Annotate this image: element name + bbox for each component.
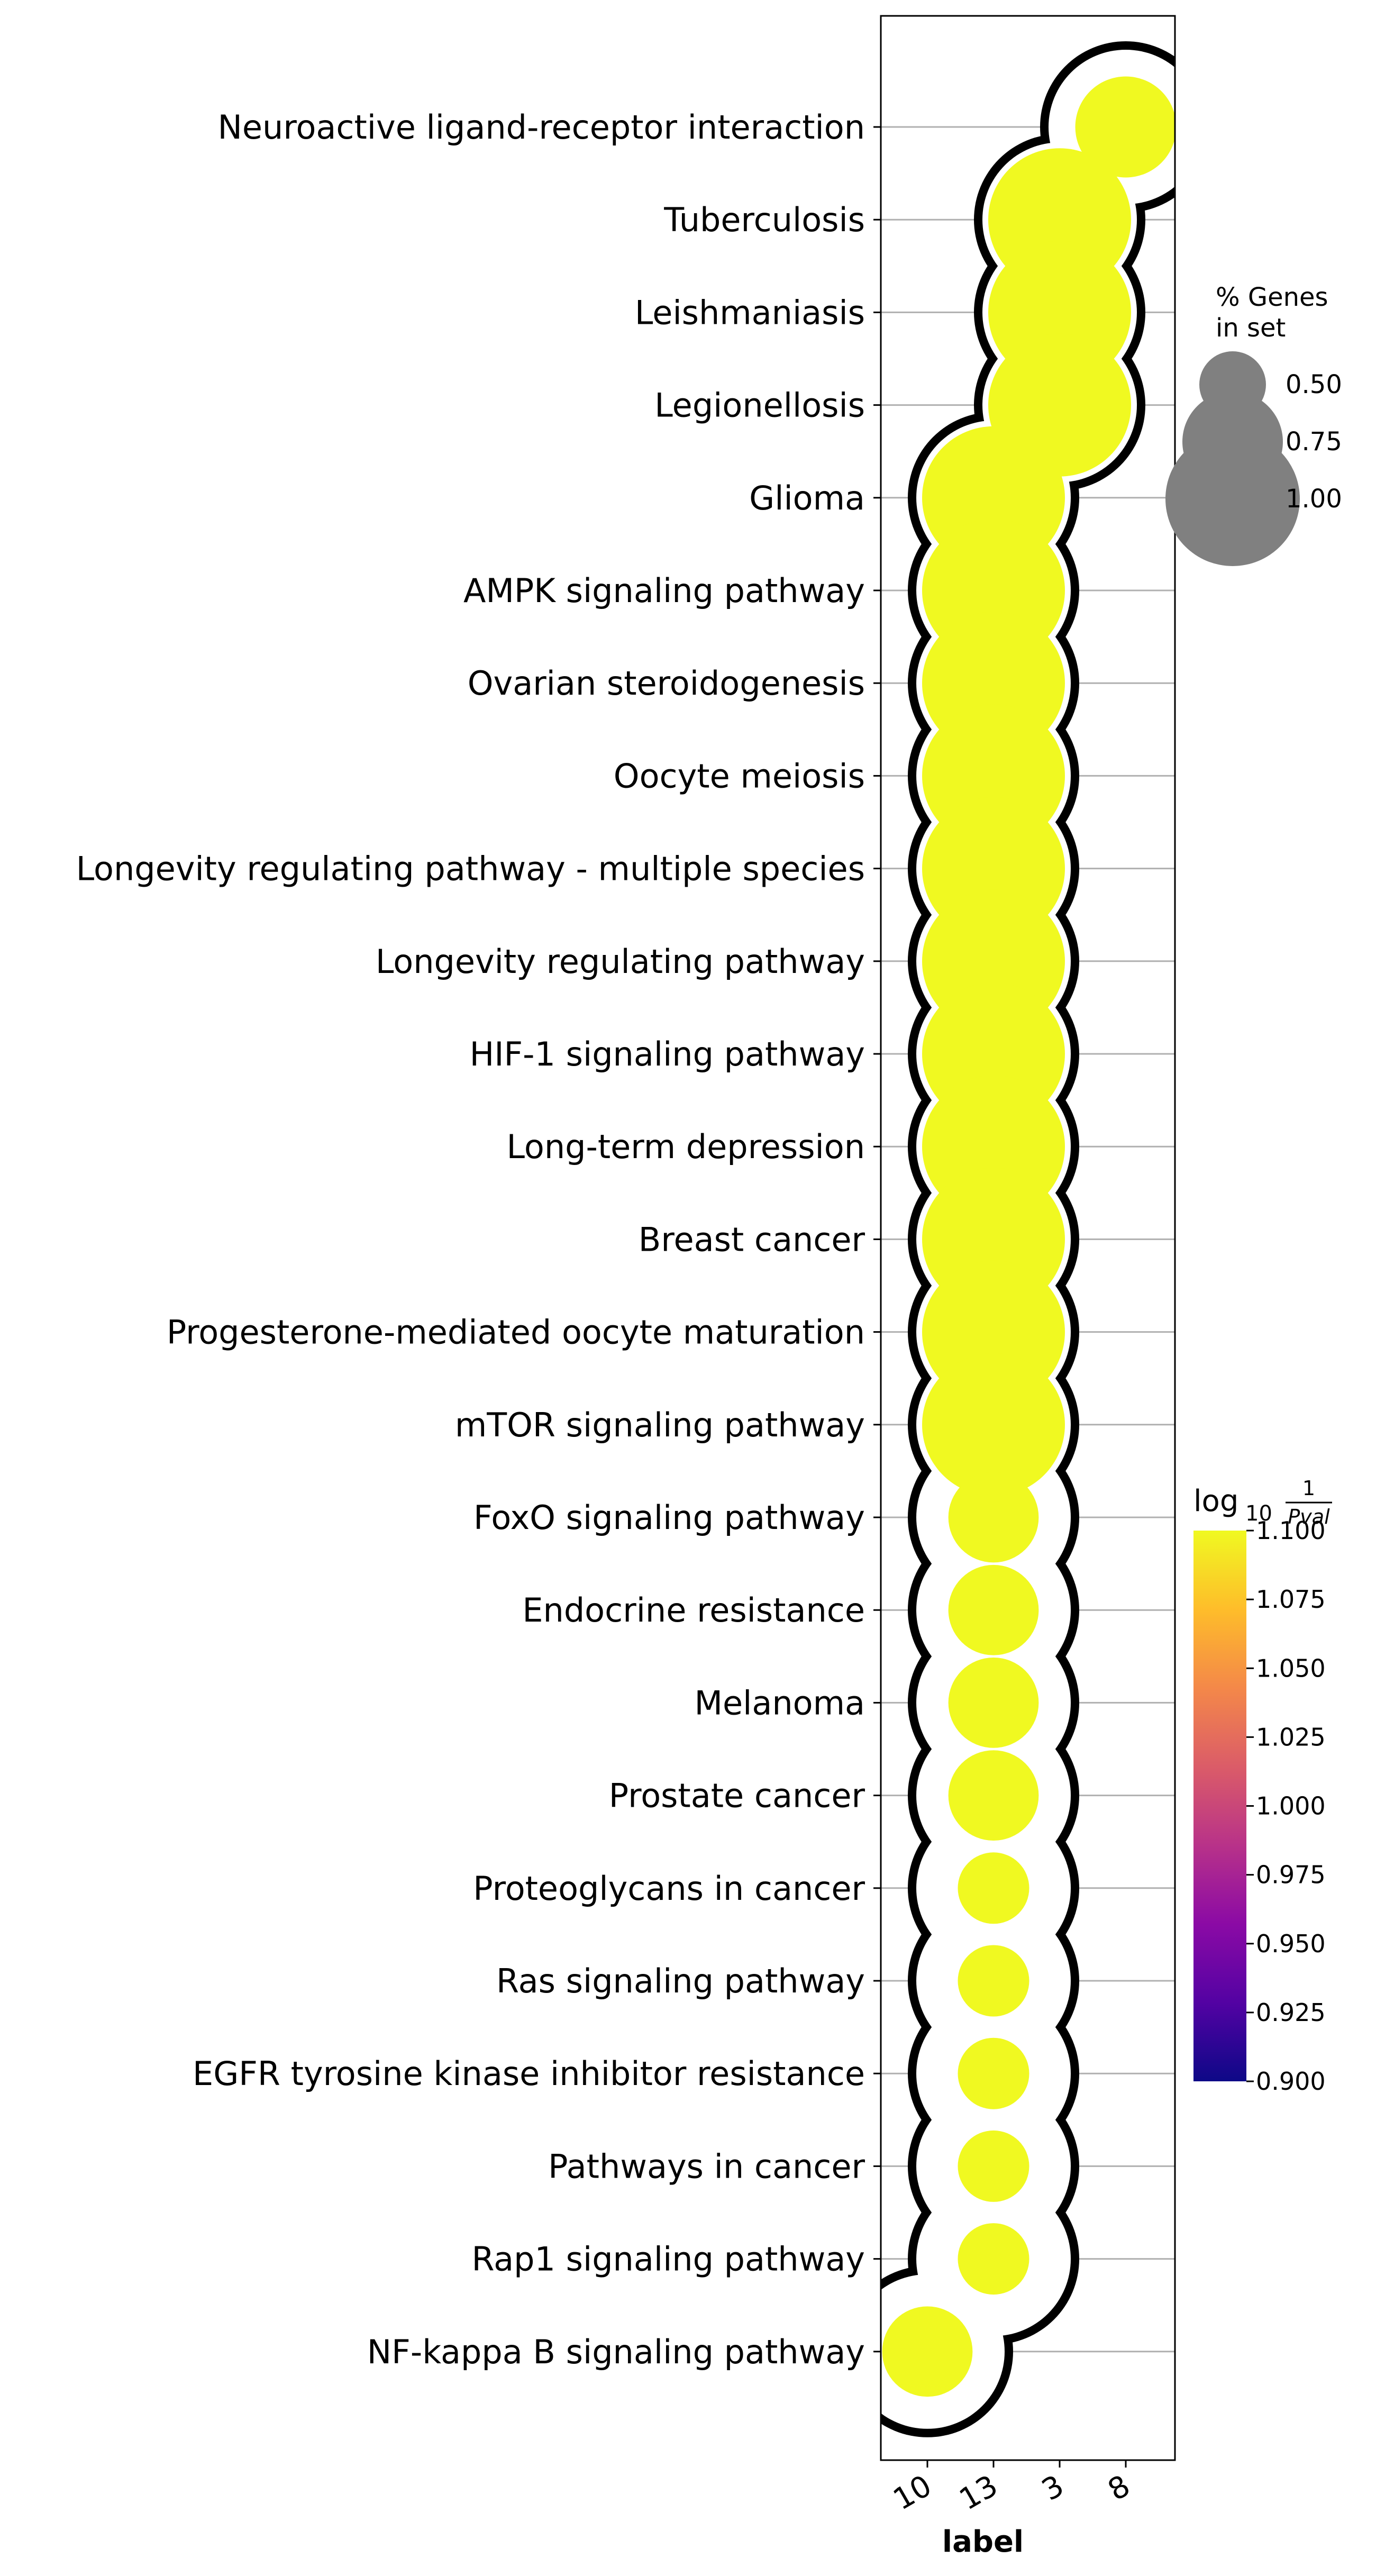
- size-legend-label-1-00: 1.00: [1286, 484, 1342, 514]
- point-mtor-signaling-pathway: [922, 1353, 1065, 1496]
- y-tick-label-longevity-regulating-pathway: Longevity regulating pathway: [376, 942, 865, 981]
- size-legend-label-0-50: 0.50: [1286, 370, 1342, 399]
- size-legend: % Genes in set 0.50 0.75 1.00: [1165, 283, 1342, 566]
- y-tick-label-prostate-cancer: Prostate cancer: [609, 1777, 865, 1815]
- y-tick-label-longevity-regulating-pathway-multiple-species: Longevity regulating pathway - multiple …: [76, 850, 865, 888]
- y-tick-label-tuberculosis: Tuberculosis: [663, 201, 865, 239]
- plot-frame: [880, 15, 1176, 2461]
- y-axis: Neuroactive ligand-receptor interaction T…: [76, 108, 881, 2371]
- y-tick-label-nf-kappa-b-signaling-pathway: NF-kappa B signaling pathway: [367, 2333, 865, 2371]
- y-tick-label-endocrine-resistance: Endocrine resistance: [522, 1591, 865, 1630]
- point-endocrine-resistance: [948, 1564, 1039, 1655]
- point-prostate-cancer: [948, 1750, 1039, 1841]
- size-legend-label-0-75: 0.75: [1286, 427, 1342, 457]
- y-tick-label-foxo-signaling-pathway: FoxO signaling pathway: [473, 1498, 865, 1537]
- y-tick-label-pathways-in-cancer: Pathways in cancer: [548, 2147, 865, 2186]
- colorbar-tick-label-0-900: 0.900: [1256, 2067, 1326, 2096]
- points-layer: [882, 76, 1175, 2397]
- y-tick-label-leishmaniasis: Leishmaniasis: [635, 293, 865, 332]
- colorbar-tick-label-1-075: 1.075: [1256, 1585, 1326, 1614]
- point-proteoglycans-in-cancer: [958, 1852, 1029, 1924]
- x-axis-title: label: [942, 2525, 1024, 2559]
- y-tick-label-ovarian-steroidogenesis: Ovarian steroidogenesis: [468, 664, 865, 703]
- colorbar-title-log: log: [1193, 1484, 1238, 1518]
- y-tick-label-glioma: Glioma: [749, 479, 865, 517]
- y-tick-label-breast-cancer: Breast cancer: [639, 1220, 865, 1259]
- x-tick-label-8: 8: [1102, 2469, 1136, 2508]
- point-nf-kappa-b-signaling-pathway: [882, 2306, 973, 2397]
- colorbar-ticks: 0.900 0.925 0.950 0.975 1.000 1.025 1.050 1.075…: [1246, 1516, 1326, 2096]
- colorbar-title-num: 1: [1302, 1477, 1315, 1500]
- colorbar-gradient: [1193, 1531, 1246, 2081]
- size-legend-title-line1: % Genes: [1216, 283, 1328, 312]
- point-ras-signaling-pathway: [958, 1945, 1029, 2017]
- colorbar-title-den: Pval: [1288, 1505, 1330, 1528]
- colorbar: log 10 1 Pval 0.900 0.925 0.950 0.975 1.000 1…: [1193, 1477, 1332, 2096]
- colorbar-tick-label-0-975: 0.975: [1256, 1861, 1326, 1889]
- y-tick-label-progesterone-mediated-oocyte-maturation: Progesterone-mediated oocyte maturation: [167, 1313, 865, 1352]
- y-tick-label-melanoma: Melanoma: [695, 1683, 865, 1722]
- y-tick-label-neuroactive-ligand-receptor-interaction: Neuroactive ligand-receptor interaction: [218, 108, 865, 147]
- colorbar-tick-label-0-950: 0.950: [1256, 1929, 1326, 1958]
- x-tick-label-10: 10: [888, 2469, 937, 2517]
- size-legend-circle-0-50: [1199, 351, 1266, 418]
- colorbar-tick-label-1-000: 1.000: [1256, 1792, 1326, 1821]
- colorbar-title-sub: 10: [1245, 1501, 1272, 1526]
- point-rap1-signaling-pathway: [958, 2223, 1029, 2295]
- y-tick-label-rap1-signaling-pathway: Rap1 signaling pathway: [471, 2240, 865, 2279]
- y-tick-label-legionellosis: Legionellosis: [654, 386, 865, 425]
- y-tick-label-ras-signaling-pathway: Ras signaling pathway: [496, 1962, 865, 2000]
- y-tick-label-ampk-signaling-pathway: AMPK signaling pathway: [463, 571, 865, 610]
- y-tick-label-hif-1-signaling-pathway: HIF-1 signaling pathway: [470, 1035, 865, 1073]
- point-foxo-signaling-pathway: [948, 1472, 1039, 1563]
- size-legend-title-line2: in set: [1216, 313, 1286, 343]
- x-axis: 10 13 3 8: [888, 2460, 1136, 2517]
- y-tick-label-mtor-signaling-pathway: mTOR signaling pathway: [455, 1406, 865, 1444]
- colorbar-tick-label-1-025: 1.025: [1256, 1723, 1326, 1751]
- colorbar-tick-label-0-925: 0.925: [1256, 1998, 1326, 2027]
- x-tick-label-3: 3: [1036, 2469, 1070, 2508]
- point-melanoma: [948, 1658, 1039, 1748]
- y-tick-label-long-term-depression: Long-term depression: [506, 1127, 865, 1166]
- point-pathways-in-cancer: [958, 2130, 1029, 2202]
- point-neuroactive-ligand-receptor-interaction: [1075, 76, 1175, 178]
- size-legend-circle-0-75: [1182, 392, 1283, 492]
- y-tick-label-egfr-tyrosine-kinase-inhibitor-resistance: EGFR tyrosine kinase inhibitor resistanc…: [193, 2054, 865, 2093]
- point-egfr-tyrosine-kinase-inhibitor-resistance: [958, 2037, 1029, 2109]
- x-tick-label-13: 13: [954, 2469, 1004, 2517]
- colorbar-tick-label-1-050: 1.050: [1256, 1654, 1326, 1682]
- y-tick-label-oocyte-meiosis: Oocyte meiosis: [614, 757, 865, 795]
- y-tick-label-proteoglycans-in-cancer: Proteoglycans in cancer: [473, 1869, 865, 1908]
- colorbar-tick-label-1-100: 1.100: [1256, 1516, 1326, 1545]
